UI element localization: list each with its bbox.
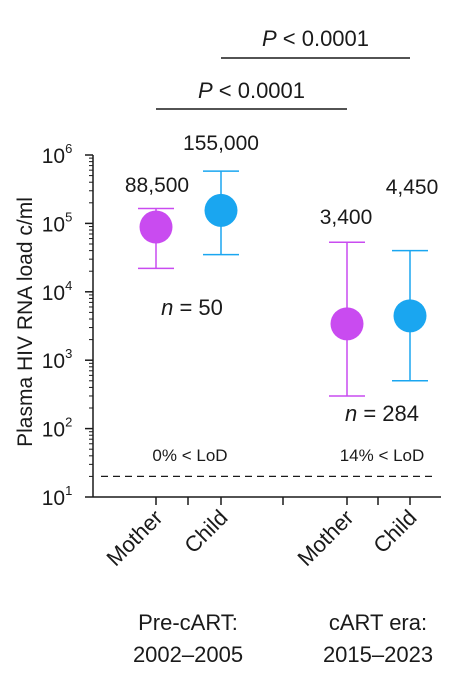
y-tick-label: 106 <box>42 141 73 168</box>
n-count-label: n = 50 <box>161 295 223 320</box>
n-count-label: n = 284 <box>345 401 419 426</box>
median-point <box>204 193 238 227</box>
x-tick-labels: Mother Child Mother ChildPre-cART:2002–2005… <box>101 505 433 667</box>
median-value-label: 155,000 <box>183 132 259 155</box>
group-label-line2: 2015–2023 <box>323 642 433 667</box>
median-value-label: 4,450 <box>386 176 439 199</box>
x-category-label: Mother <box>292 505 358 571</box>
group-label-line2: 2002–2005 <box>133 642 243 667</box>
y-tick-label: 105 <box>42 209 73 236</box>
median-value-label: 3,400 <box>320 206 373 229</box>
lod-percent-label: 0% < LoD <box>152 446 227 465</box>
y-tick-label: 101 <box>42 483 73 510</box>
p-value-label: P < 0.0001 <box>262 26 369 51</box>
lod-percent-label: 14% < LoD <box>340 446 425 465</box>
p-value-label: P < 0.0001 <box>198 78 305 103</box>
x-category-label: Mother <box>101 505 167 571</box>
axes <box>92 155 441 505</box>
y-tick-label: 103 <box>42 346 73 373</box>
median-point <box>330 307 364 341</box>
x-category-label: Child <box>368 505 421 558</box>
x-category-label: Child <box>179 505 232 558</box>
group-label-line1: cART era: <box>329 610 427 635</box>
y-tick-label: 102 <box>42 415 73 442</box>
median-point <box>393 299 427 333</box>
annotations: 88,500 155,000 3,400 4,450 n = 50 0% < LoD n =… <box>125 26 438 465</box>
y-axis-label: Plasma HIV RNA load c/ml <box>14 197 37 447</box>
median-value-label: 88,500 <box>125 174 189 197</box>
group-label-line1: Pre-cART: <box>138 610 238 635</box>
median-point <box>139 210 173 244</box>
data-marks <box>138 170 428 397</box>
y-ticks: 101 102 103 104 105 106 <box>42 141 93 510</box>
y-tick-label: 104 <box>42 278 73 305</box>
